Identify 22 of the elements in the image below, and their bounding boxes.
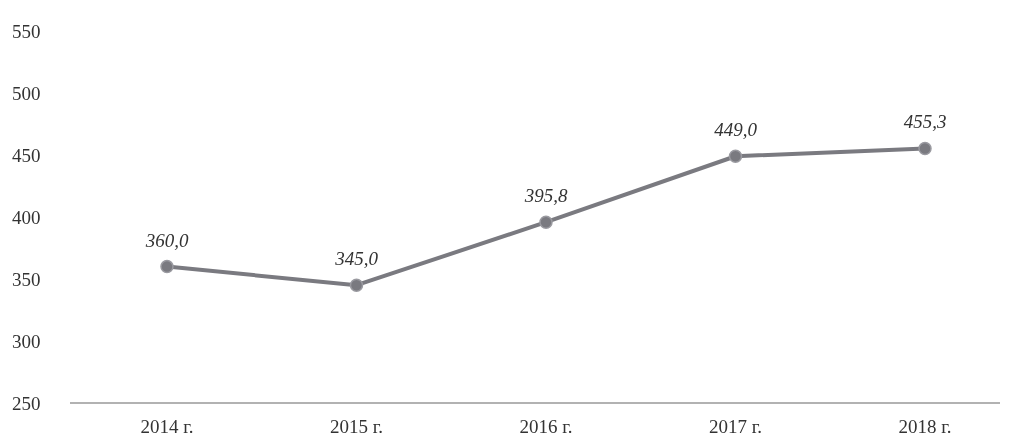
y-tick-label: 350	[12, 268, 41, 290]
y-tick-label: 400	[12, 206, 41, 228]
x-tick-label: 2016 г.	[519, 416, 573, 437]
x-tick-label: 2017 г.	[708, 416, 763, 437]
point	[539, 215, 553, 229]
y-tick-label: 500	[12, 82, 41, 104]
text: 395,8	[524, 185, 568, 207]
text: 455,3	[903, 111, 947, 133]
text: 345,0	[335, 248, 378, 270]
point	[918, 141, 932, 156]
y-tick-label: 450	[12, 144, 41, 166]
x-tick-label: 2015 г.	[329, 416, 384, 437]
point	[728, 149, 743, 163]
text: 360,0	[145, 229, 189, 251]
point	[160, 259, 174, 274]
x-tick-label: 2014 г.	[140, 416, 194, 437]
y-tick-label: 250	[12, 392, 41, 414]
x-tick-label: 2018 г.	[898, 416, 952, 437]
text: 449,0	[714, 119, 757, 141]
y-tick-label: 300	[12, 330, 41, 352]
point	[349, 278, 364, 292]
y-tick-label: 550	[12, 20, 41, 42]
